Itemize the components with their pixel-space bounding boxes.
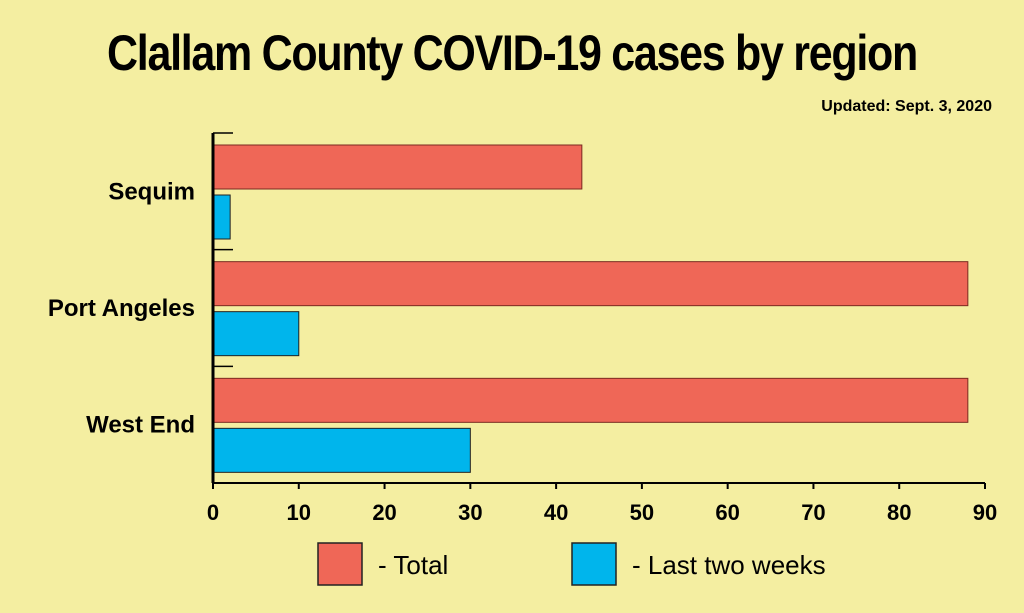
legend-label: - Last two weeks	[632, 550, 826, 580]
x-tick-label: 60	[715, 500, 739, 525]
bar-total	[212, 377, 969, 423]
x-tick-label: 40	[544, 500, 568, 525]
x-tick-label: 90	[973, 500, 997, 525]
legend-swatch	[317, 542, 363, 586]
category-label: Sequim	[108, 178, 195, 205]
bar-last-two-weeks	[212, 427, 471, 473]
category-label: Port Angeles	[48, 295, 195, 322]
bar-last-two-weeks	[212, 194, 231, 240]
category-label: West End	[86, 412, 195, 439]
bar-total	[212, 144, 583, 190]
x-tick-label: 30	[458, 500, 482, 525]
x-tick-label: 0	[207, 500, 219, 525]
x-tick-label: 80	[887, 500, 911, 525]
bar-total	[212, 261, 969, 307]
chart-title: Clallam County COVID-19 cases by region	[107, 25, 918, 81]
x-tick-label: 50	[630, 500, 654, 525]
chart-subtitle: Updated: Sept. 3, 2020	[821, 98, 992, 115]
legend-swatch	[571, 542, 617, 586]
legend-label: - Total	[378, 550, 448, 580]
x-tick-label: 10	[287, 500, 311, 525]
x-tick-label: 20	[372, 500, 396, 525]
x-tick-label: 70	[801, 500, 825, 525]
bar-last-two-weeks	[212, 311, 300, 357]
